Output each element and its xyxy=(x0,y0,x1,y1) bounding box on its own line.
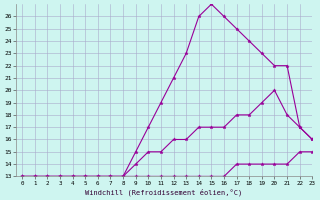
X-axis label: Windchill (Refroidissement éolien,°C): Windchill (Refroidissement éolien,°C) xyxy=(85,188,243,196)
